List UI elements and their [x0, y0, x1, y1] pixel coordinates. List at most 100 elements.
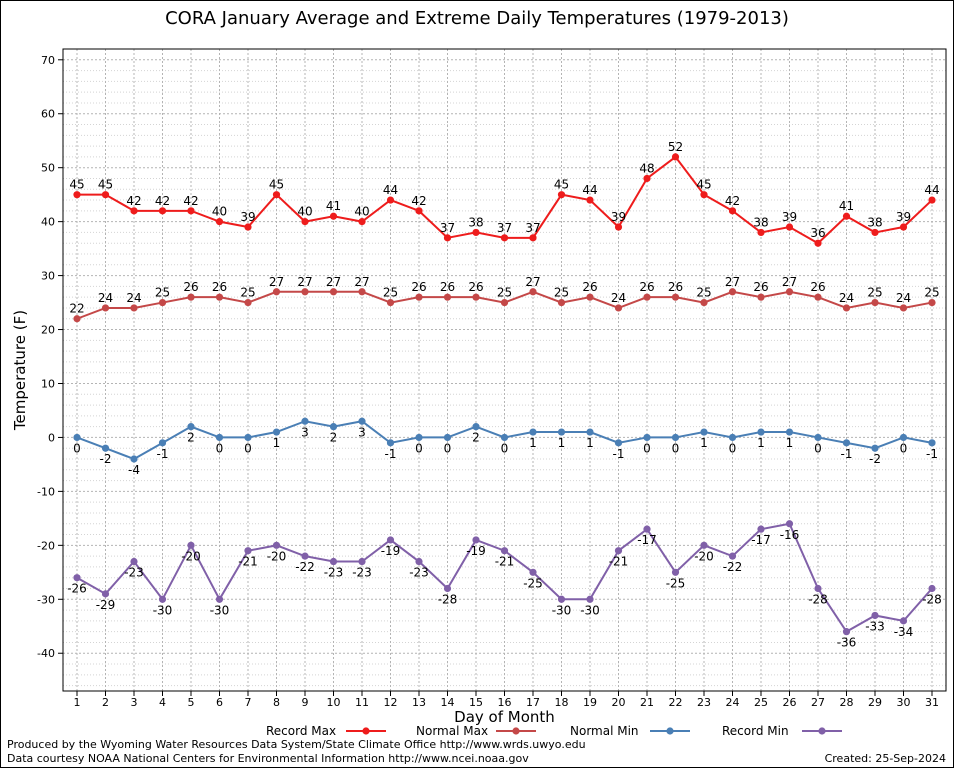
record-max-data-label: 42 [126, 194, 141, 208]
record-min-point [272, 541, 281, 549]
x-tick-label: 20 [612, 696, 626, 709]
record-max-data-label: 41 [326, 199, 341, 213]
normal-min-point [73, 433, 81, 442]
normal-min-data-label: 1 [529, 436, 537, 450]
normal-max-point [928, 298, 936, 307]
record-min-data-label: -16 [780, 528, 800, 542]
normal-min-point [643, 433, 651, 442]
record-max-data-label: 37 [525, 221, 540, 235]
normal-max-data-label: 25 [924, 286, 939, 300]
normal-min-point [472, 423, 480, 431]
record-max-data-label: 40 [354, 205, 369, 219]
x-tick-label: 29 [868, 696, 882, 709]
normal-max-point [842, 304, 851, 312]
record-min-point [899, 617, 908, 625]
normal-min-point [358, 417, 366, 425]
normal-max-data-label: 26 [411, 280, 426, 294]
normal-max-data-label: 26 [212, 280, 227, 294]
x-tick-label: 4 [159, 696, 166, 709]
record-min-data-label: -33 [865, 619, 885, 633]
normal-max-point [158, 298, 167, 307]
record-min-data-label: -30 [552, 603, 572, 617]
normal-min-data-label: 3 [301, 425, 309, 439]
record-max-point [785, 223, 794, 231]
normal-max-data-label: 27 [354, 275, 369, 289]
record-min-data-label: -28 [438, 592, 458, 606]
record-max-data-label: 40 [297, 205, 312, 219]
normal-max-point [443, 293, 452, 301]
normal-min-data-label: 2 [330, 431, 338, 445]
x-tick-label: 8 [273, 696, 280, 709]
normal-min-data-label: 1 [586, 436, 594, 450]
normal-max-data-label: 26 [440, 280, 455, 294]
record-min-data-label: -28 [808, 592, 828, 606]
y-tick-label: -40 [37, 647, 55, 660]
normal-min-point [272, 428, 281, 436]
normal-min-point [130, 455, 138, 463]
record-max-point [928, 196, 936, 204]
record-min-data-label: -23 [352, 566, 372, 580]
record-max-point [728, 207, 737, 215]
record-max-point [244, 223, 252, 231]
record-min-data-label: -30 [153, 603, 173, 617]
record-max-point [671, 153, 680, 161]
plot-area-border [62, 48, 947, 692]
record-max-point [814, 239, 822, 247]
x-tick-label: 19 [583, 696, 597, 709]
y-tick-label: 20 [41, 324, 55, 337]
normal-min-point [586, 428, 594, 436]
y-tick-label: 0 [48, 431, 55, 444]
record-max-data-label: 39 [896, 210, 911, 224]
record-min-data-label: -26 [67, 582, 87, 596]
record-min-legend-marker [818, 727, 826, 735]
normal-max-data-label: 26 [753, 280, 768, 294]
normal-max-data-label: 25 [696, 286, 711, 300]
record-max-point [415, 207, 423, 215]
record-min-point [73, 574, 81, 582]
x-tick-label: 30 [897, 696, 911, 709]
record-max-point [130, 207, 138, 215]
normal-min-data-label: 0 [643, 441, 651, 455]
record-max-point [73, 191, 81, 199]
x-tick-label: 10 [327, 696, 341, 709]
normal-min-data-label: 0 [244, 441, 252, 455]
normal-max-data-label: 27 [269, 275, 284, 289]
record-max-point [301, 218, 309, 226]
normal-min-point [842, 439, 851, 447]
normal-max-point [272, 288, 281, 296]
record-min-data-label: -20 [267, 549, 287, 563]
normal-min-data-label: 0 [216, 441, 224, 455]
record-max-legend-label: Record Max [266, 724, 336, 738]
record-min-data-label: -20 [181, 549, 201, 563]
y-tick-label: 40 [41, 216, 55, 229]
y-axis-label: Temperature (F) [11, 310, 29, 431]
record-max-point [386, 196, 395, 204]
normal-min-data-label: 0 [672, 441, 680, 455]
x-tick-label: 23 [697, 696, 711, 709]
record-max-data-label: 42 [411, 194, 426, 208]
record-min-point [329, 557, 338, 566]
y-tick-label: 10 [41, 377, 55, 390]
footer-produced-by: Produced by the Wyoming Water Resources … [7, 738, 586, 751]
normal-min-data-label: 0 [814, 441, 822, 455]
x-tick-label: 2 [102, 696, 109, 709]
record-min-data-label: -25 [523, 576, 543, 590]
record-min-point [928, 584, 936, 593]
record-min-data-label: -25 [666, 576, 686, 590]
normal-max-point [899, 304, 908, 312]
normal-min-point [443, 433, 452, 442]
normal-max-point [101, 304, 110, 312]
footer-created: Created: 25-Sep-2024 [824, 752, 946, 765]
normal-min-data-label: 0 [900, 441, 908, 455]
normal-min-point [557, 428, 566, 436]
record-min-data-label: -36 [837, 636, 857, 650]
normal-min-point [415, 433, 423, 442]
normal-max-data-label: 27 [326, 275, 341, 289]
y-tick-label: 70 [41, 54, 55, 67]
record-min-data-label: -17 [637, 533, 657, 547]
x-axis-label: Day of Month [454, 708, 555, 726]
record-min-data-label: -21 [238, 555, 258, 569]
record-max-data-label: 39 [240, 210, 255, 224]
record-min-point [814, 584, 822, 593]
record-max-point [643, 174, 651, 183]
